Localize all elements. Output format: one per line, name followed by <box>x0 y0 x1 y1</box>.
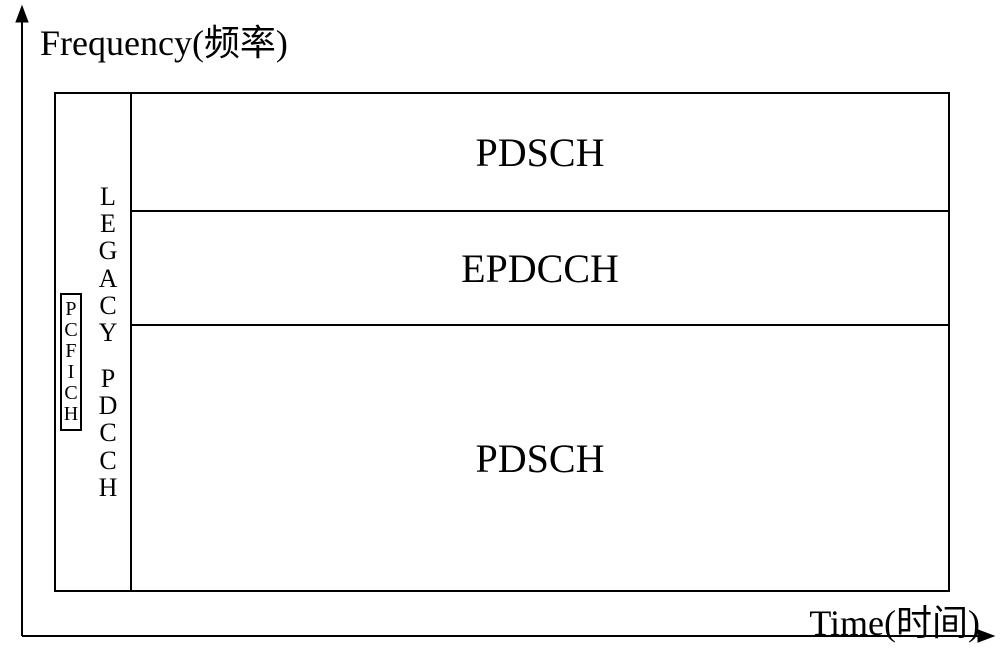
x-axis-label: Time(时间) <box>809 594 980 646</box>
legacy-gap <box>99 347 118 365</box>
legacy-letter: D <box>99 392 118 419</box>
pdsch-bottom-label: PDSCH <box>476 435 605 482</box>
legacy-pdcch-label: L E G A C Y P D C C H <box>99 183 118 501</box>
pdsch-top-region: PDSCH <box>132 94 948 212</box>
resource-grid-diagram: P C F I C H L E G A C Y P D C C H PDSCH <box>54 92 950 592</box>
legacy-letter: C <box>99 447 118 474</box>
legacy-letter: Y <box>99 319 118 346</box>
legacy-letter: C <box>99 419 118 446</box>
epdcch-label: EPDCCH <box>461 245 619 292</box>
pcfich-letter: C <box>64 320 78 341</box>
legacy-letter: P <box>99 365 118 392</box>
legacy-letter: H <box>99 474 118 501</box>
epdcch-region: EPDCCH <box>132 212 948 326</box>
pdsch-bottom-region: PDSCH <box>132 326 948 590</box>
legacy-letter: G <box>99 237 118 264</box>
legacy-pdcch-column: L E G A C Y P D C C H <box>86 94 132 590</box>
pcfich-letter: C <box>64 383 78 404</box>
pdsch-top-label: PDSCH <box>476 129 605 176</box>
pcfich-letter: F <box>64 341 78 362</box>
pcfich-letter: P <box>64 299 78 320</box>
legacy-letter: E <box>99 210 118 237</box>
legacy-letter: L <box>99 183 118 210</box>
pcfich-box: P C F I C H <box>60 293 82 431</box>
legacy-letter: C <box>99 292 118 319</box>
pcfich-letter: H <box>64 404 78 425</box>
pcfich-column: P C F I C H <box>56 94 86 590</box>
pcfich-letter: I <box>64 362 78 383</box>
data-region-column: PDSCH EPDCCH PDSCH <box>132 94 948 590</box>
legacy-letter: A <box>99 265 118 292</box>
